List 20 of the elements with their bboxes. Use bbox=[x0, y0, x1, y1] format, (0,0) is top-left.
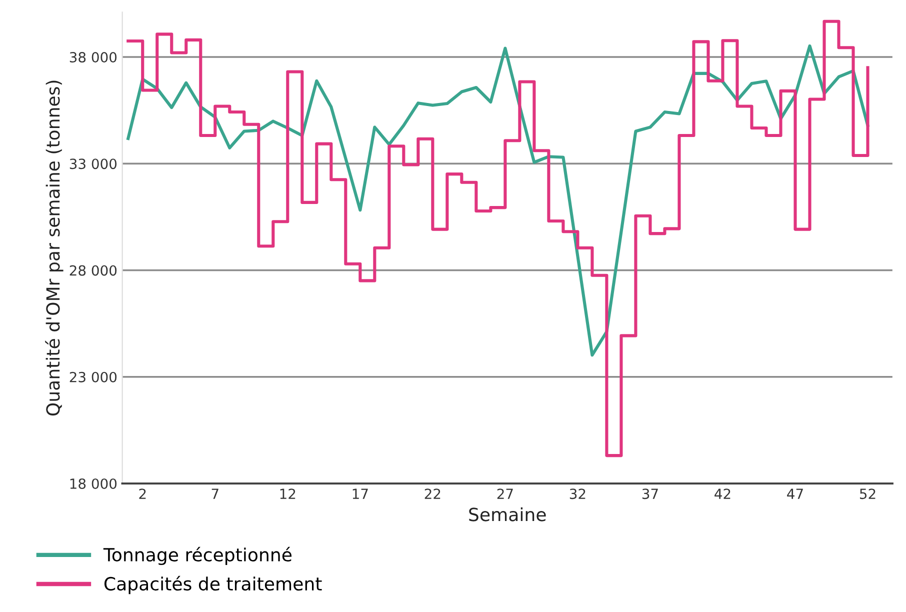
legend-label: Capacités de traitement bbox=[104, 576, 322, 594]
x-tick-label: 17 bbox=[352, 488, 368, 499]
x-axis-title: Semaine bbox=[469, 507, 546, 522]
y-axis-title: Quantité d'OMr par semaine (tonnes) bbox=[45, 80, 64, 416]
y-tick-label: 18 000 bbox=[70, 478, 117, 489]
y-tick-label: 38 000 bbox=[70, 52, 117, 62]
x-tick-label: 22 bbox=[424, 488, 440, 499]
x-tick-label: 47 bbox=[787, 488, 803, 499]
y-tick-label: 33 000 bbox=[70, 158, 117, 170]
x-tick-label: 27 bbox=[497, 488, 513, 499]
legend-label: Tonnage réceptionné bbox=[103, 546, 292, 566]
y-tick-label: 23 000 bbox=[70, 372, 117, 382]
x-tick-label: 52 bbox=[860, 488, 876, 500]
x-tick-label: 32 bbox=[570, 488, 586, 500]
y-tick-label: 28 000 bbox=[70, 265, 117, 276]
x-tick-label: 2 bbox=[139, 488, 146, 499]
x-tick-label: 42 bbox=[714, 488, 730, 499]
x-tick-label: 37 bbox=[642, 488, 658, 500]
x-tick-label: 12 bbox=[280, 488, 296, 499]
x-tick-label: 7 bbox=[212, 488, 218, 499]
